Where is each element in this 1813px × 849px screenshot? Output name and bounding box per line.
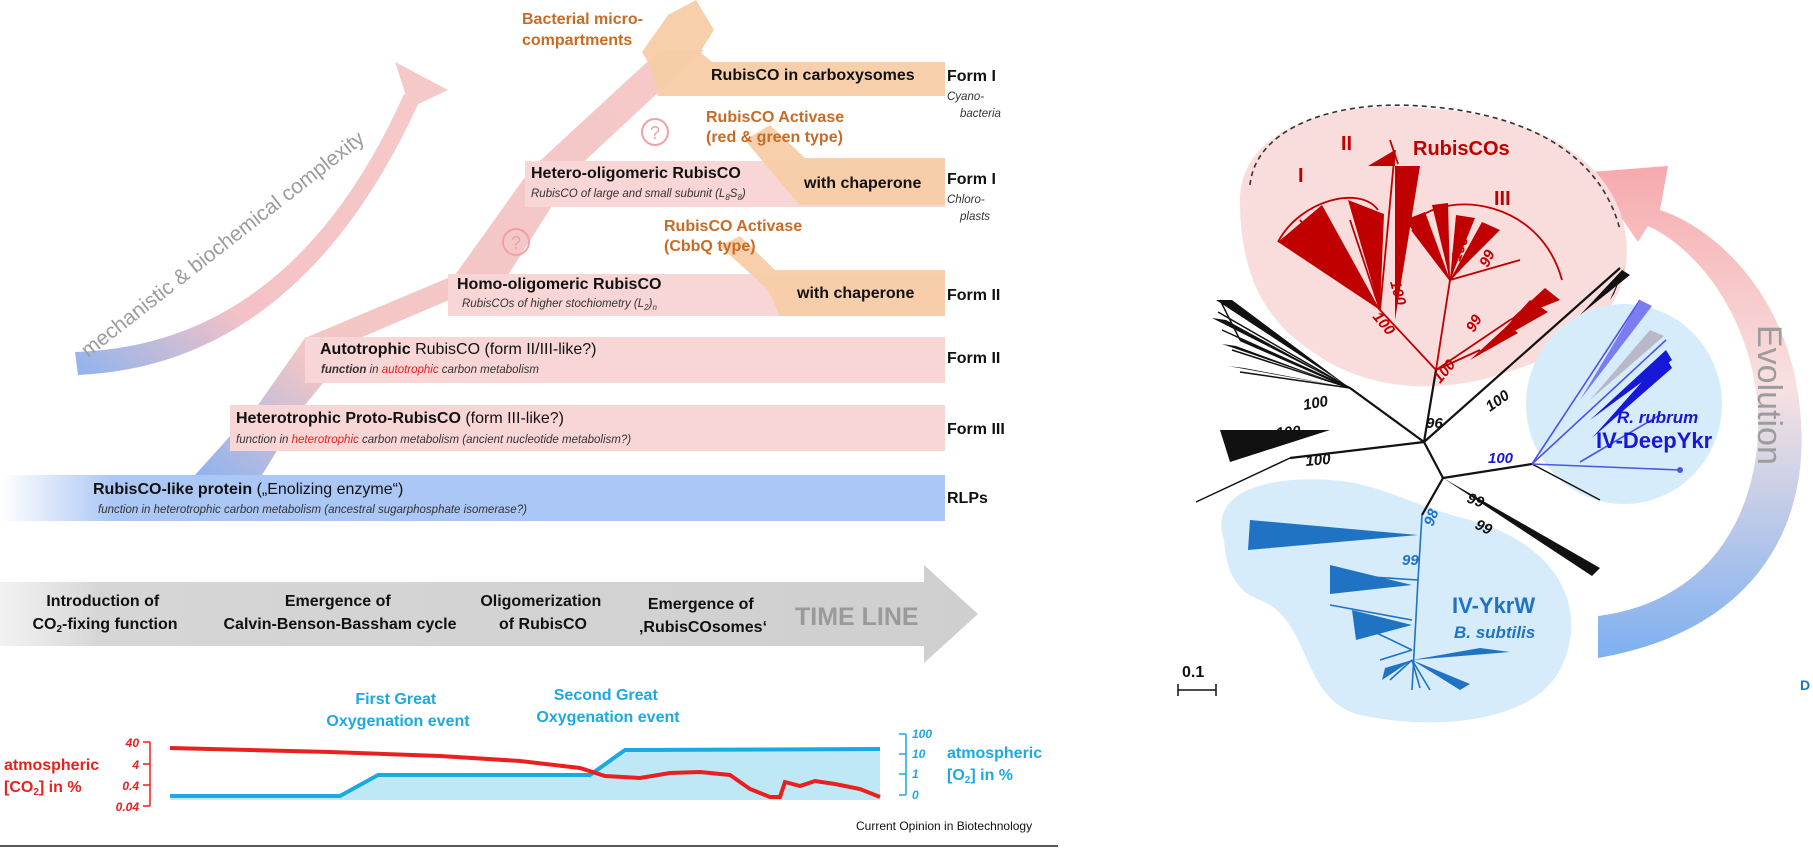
bootstrap-label: 99 [1465, 490, 1487, 512]
svg-text:?: ? [650, 123, 660, 143]
question-mark-icon: ? [641, 118, 669, 146]
clade-ii-label: II [1341, 133, 1352, 155]
bootstrap-label: 100 [1483, 387, 1514, 416]
left-panel: mechanistic & biochemical complexity ? ?… [0, 0, 1058, 847]
autotrophic-title: Autotrophic RubisCO (form II/III-like?) [320, 341, 596, 358]
journal-credit: Current Opinion in Biotechnology [856, 819, 1032, 833]
band-heterotrophic [230, 405, 945, 451]
chaperone-label-upper: with chaperone [803, 175, 921, 192]
form-i-cyano-label: Form I [947, 68, 996, 85]
form-i-chloro-label: Form I [947, 171, 996, 188]
tree-trunk [1239, 267, 1621, 516]
atmosphere-chart: 40 4 0.4 0.04 atmospheric [CO2] in % 100… [4, 727, 1047, 814]
bootstrap-label: 99 [1476, 247, 1499, 270]
svg-text:?: ? [511, 233, 521, 253]
autotrophic-subtitle: function in autotrophic carbon metabolis… [321, 364, 539, 376]
rlps-label: RLPs [947, 490, 988, 507]
deepykr-triangles [1580, 300, 1683, 473]
bootstrap-label: 100 [1305, 451, 1332, 470]
scale-bar-label: 0.1 [1182, 664, 1204, 681]
ykrw-triangles [1248, 520, 1510, 690]
o2-tick-100: 100 [912, 727, 932, 741]
ykrw-species: B. subtilis [1454, 623, 1535, 642]
rubisco-blob-outline [1249, 104, 1621, 231]
clade-i-label: I [1298, 165, 1304, 187]
bootstrap-label: 100 [1386, 279, 1409, 308]
band-autotrophic [305, 337, 945, 383]
form-iii-label: Form III [947, 421, 1005, 438]
band-rlp [0, 475, 945, 521]
black-clade-branches [1195, 299, 1601, 503]
o2-area [170, 749, 880, 800]
complexity-arrow [75, 62, 448, 375]
co2-tick-40: 40 [125, 736, 140, 750]
rubiscos-label: RubisCOs [1413, 138, 1510, 160]
bootstrap-label: 100 [1488, 450, 1514, 467]
activase-red-green-label: RubisCO Activase (red & green type) [706, 109, 849, 146]
heterotrophic-title: Heterotrophic Proto-RubisCO (form III-li… [236, 410, 564, 427]
timeline-stage-1: Introduction of CO2-fixing function [32, 593, 177, 635]
right-panel: Evolution D [1177, 104, 1810, 723]
cut-off-letter: D [1800, 677, 1810, 693]
evolution-arrow [1590, 166, 1802, 658]
evolution-label: Evolution [1750, 325, 1788, 465]
bootstrap-label: 99 [1402, 552, 1419, 569]
question-mark-icon: ? [502, 228, 530, 256]
heterotrophic-subtitle: function in heterotrophic carbon metabol… [236, 434, 631, 446]
clade-iii-label: III [1494, 188, 1511, 210]
carboxysome-label: RubisCO in carboxysomes [711, 67, 915, 84]
o2-tick-0: 0 [912, 788, 919, 802]
bootstrap-label: 99 [1472, 516, 1495, 539]
timeline-arrow [0, 565, 978, 663]
timeline-stage-3: Oligomerization of RubisCO [480, 593, 605, 633]
orange-path-top [642, 0, 945, 96]
timeline-stage-4: Emergence of ‚RubisCOsomes‘ [639, 596, 767, 636]
second-great-oxygenation-label: Second Great Oxygenation event [536, 687, 680, 726]
first-great-oxygenation-label: First Great Oxygenation event [326, 691, 470, 730]
bacterial-microcompartments-label: Bacterial micro- compartments [522, 11, 647, 49]
rlp-title: RubisCO-like protein („Enolizing enzyme“… [93, 481, 403, 498]
timeline-stage-2: Emergence of Calvin-Benson-Bassham cycle [224, 593, 457, 633]
bootstrap-label: 98 [1421, 506, 1443, 528]
ykrw-name: IV-YkrW [1452, 593, 1535, 618]
deepykr-name: IV-DeepYkr [1596, 428, 1713, 453]
rlp-subtitle: function in heterotrophic carbon metabol… [98, 504, 527, 516]
co2-tick-0-04: 0.04 [116, 800, 140, 814]
activase-cbbq-label: RubisCO Activase (CbbQ type) [664, 218, 807, 255]
scale-bar: 0.1 [1177, 664, 1217, 696]
co2-line [169, 746, 881, 799]
bootstrap-label: 99 [1463, 311, 1486, 335]
rubisco-clade-arcs [1277, 139, 1563, 281]
o2-tick-10: 10 [912, 747, 926, 761]
orange-path-low [720, 236, 945, 316]
co2-tick-4: 4 [131, 758, 139, 772]
hetero-oligomeric-subtitle: RubisCO of large and small subunit (L8S8… [531, 188, 746, 202]
chaperone-label-lower: with chaperone [796, 285, 914, 302]
cyanobacteria-label: Cyano- bacteria [947, 91, 1001, 120]
orange-path-mid [745, 125, 945, 205]
form-ii-label-upper: Form II [947, 287, 1000, 304]
bootstrap-label: 96 [1426, 415, 1443, 432]
bootstrap-label: 100 [1302, 393, 1330, 414]
chloroplasts-label: Chloro- plasts [947, 194, 990, 223]
o2-line [170, 747, 881, 798]
bootstrap-label: 100 [1275, 423, 1302, 442]
o2-axis-label: atmospheric [O2] in % [947, 745, 1047, 786]
homo-oligomeric-title: Homo-oligomeric RubisCO [457, 276, 661, 293]
homo-oligomeric-subtitle: RubisCOs of higher stochiometry (L2)n [462, 298, 657, 312]
deepykr-branches [1531, 299, 1681, 471]
o2-tick-1: 1 [912, 767, 919, 781]
co2-axis-label: atmospheric [CO2] in % [4, 757, 104, 798]
hetero-oligomeric-title: Hetero-oligomeric RubisCO [531, 165, 741, 182]
timeline-label: TIME LINE [795, 603, 919, 631]
co2-tick-0-4: 0.4 [122, 779, 139, 793]
rubisco-clade-triangles [1278, 150, 1560, 360]
deepykr-species: R. rubrum [1617, 408, 1698, 427]
black-clade-triangles [1212, 266, 1630, 576]
form-ii-label-lower: Form II [947, 350, 1000, 367]
